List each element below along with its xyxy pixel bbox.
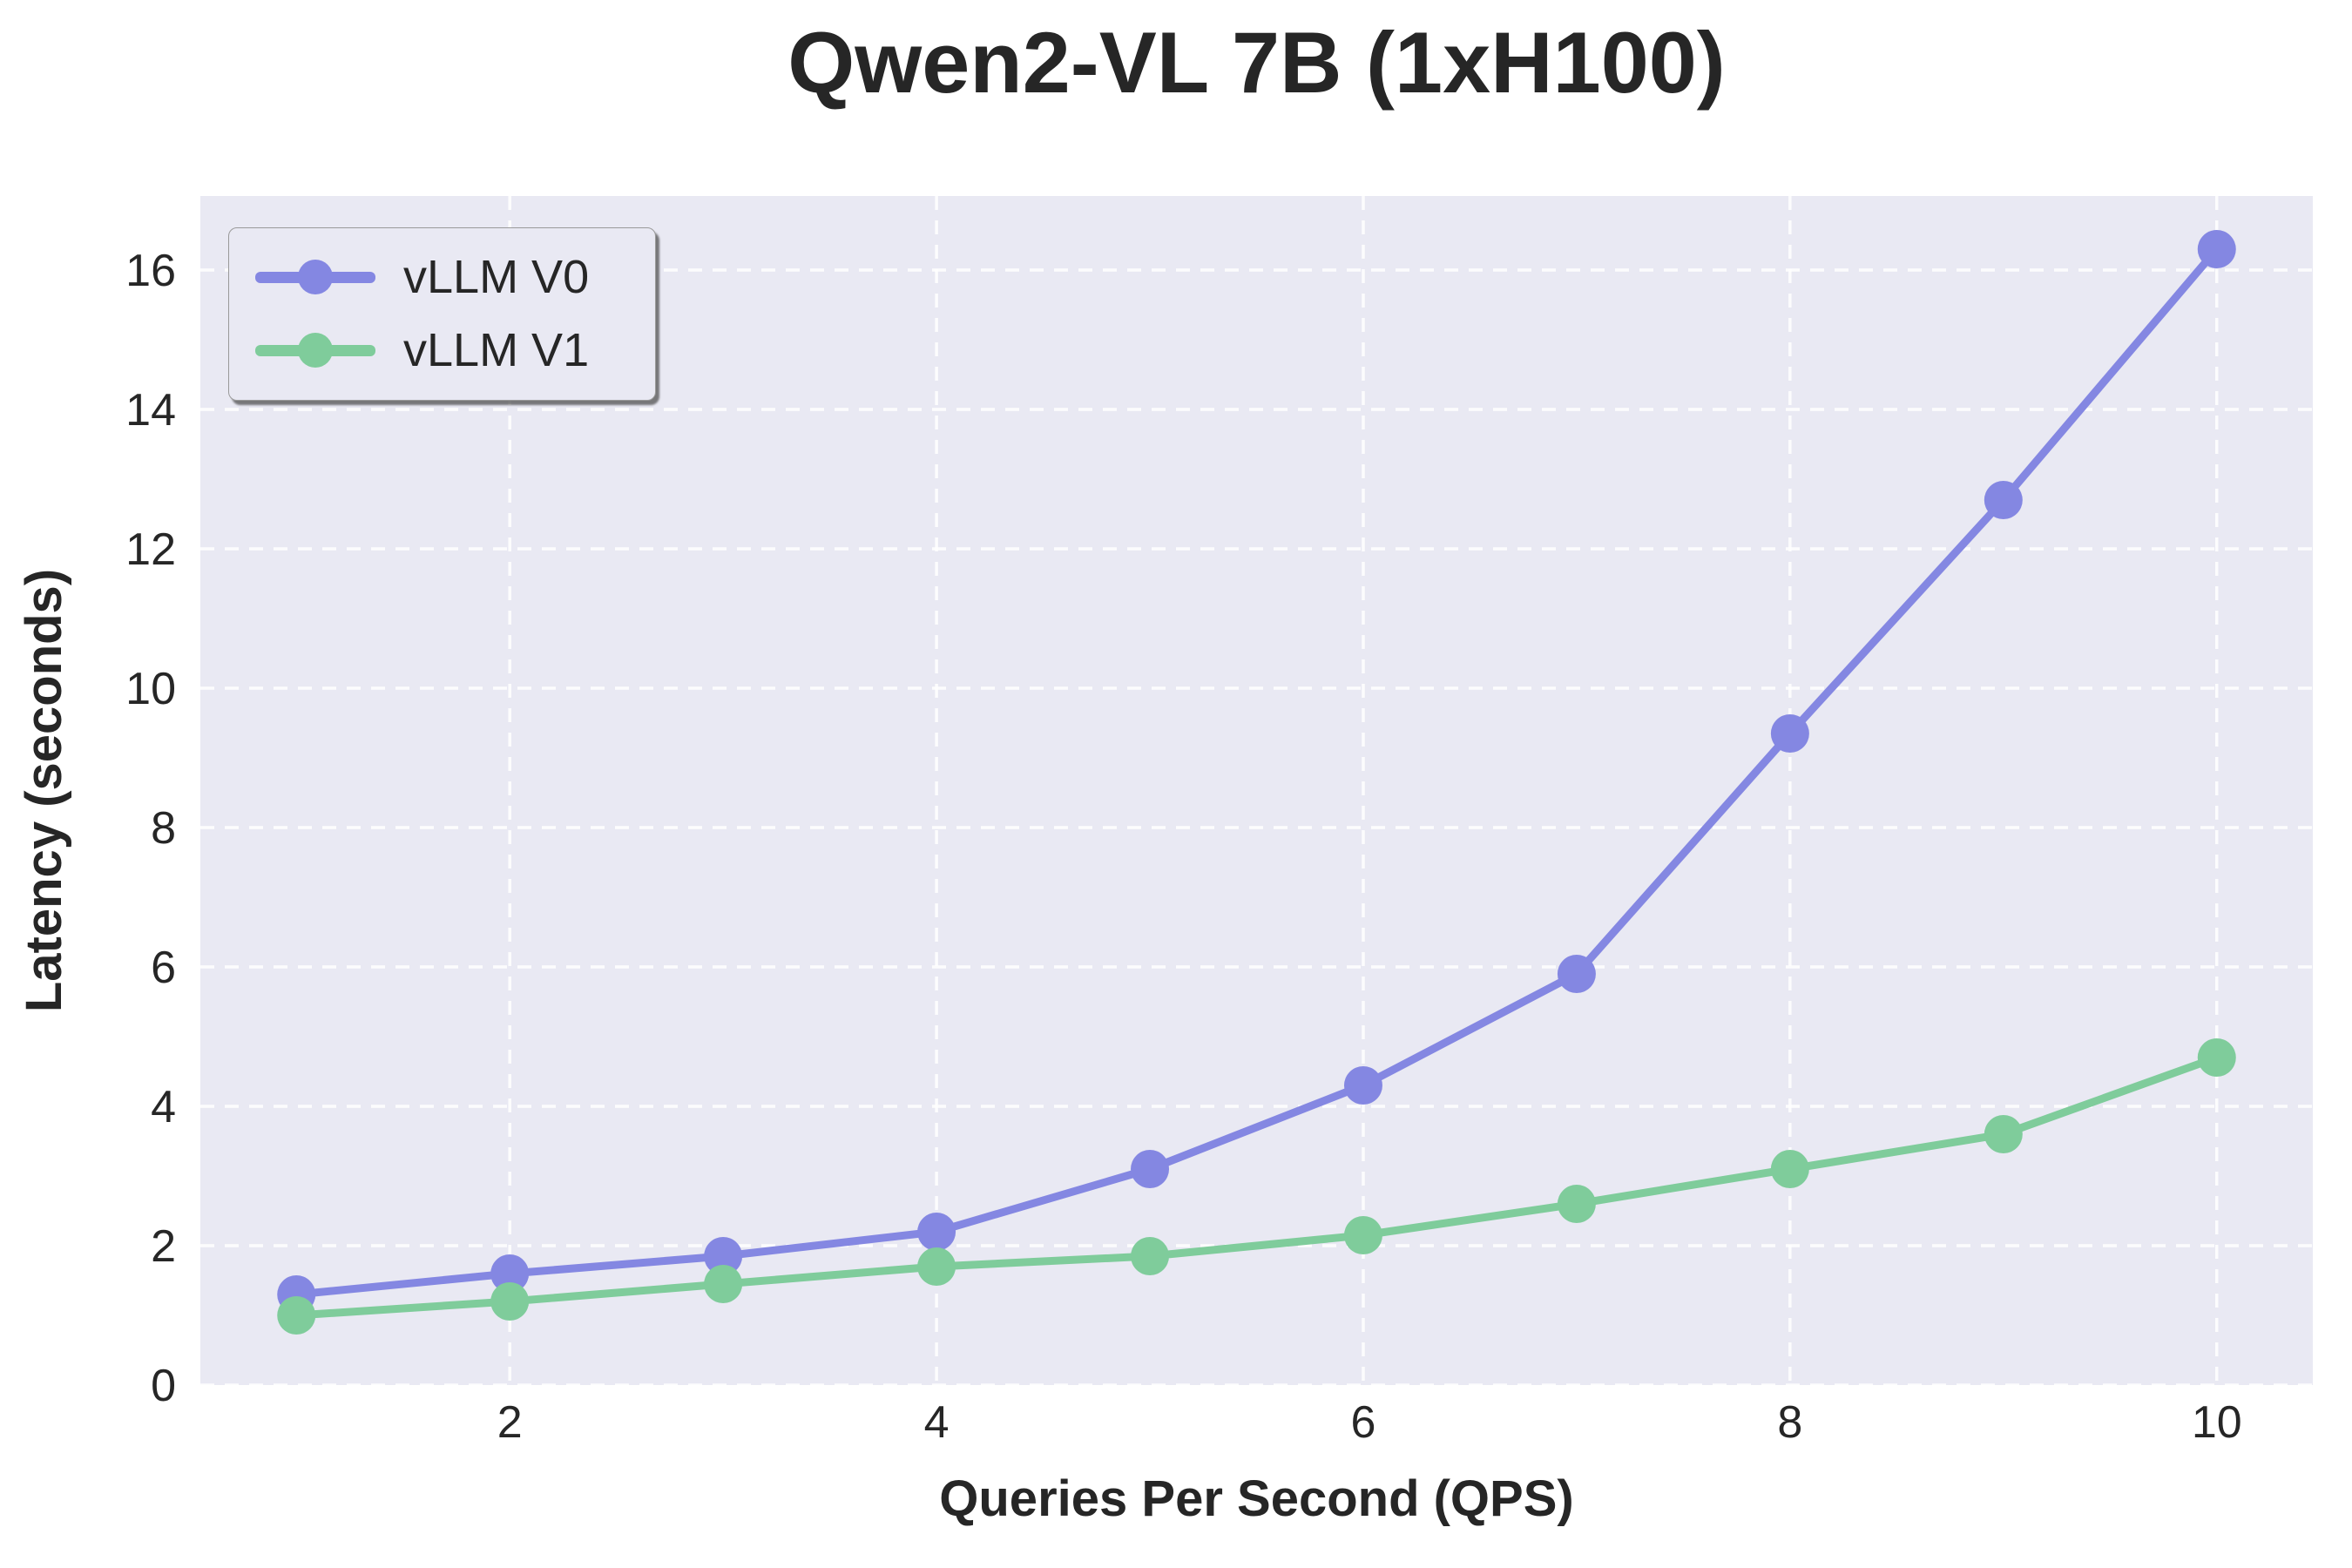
svg-text:12: 12: [125, 524, 176, 575]
svg-text:2: 2: [497, 1397, 523, 1448]
svg-text:4: 4: [151, 1082, 176, 1132]
svg-text:8: 8: [151, 803, 176, 854]
svg-text:4: 4: [924, 1397, 950, 1448]
svg-text:Latency (seconds): Latency (seconds): [16, 569, 72, 1012]
svg-text:6: 6: [1351, 1397, 1376, 1448]
svg-text:14: 14: [125, 385, 176, 436]
svg-text:16: 16: [125, 246, 176, 296]
svg-text:6: 6: [151, 943, 176, 993]
svg-text:10: 10: [2192, 1397, 2242, 1448]
svg-text:0: 0: [151, 1361, 176, 1411]
svg-text:8: 8: [1777, 1397, 1802, 1448]
svg-text:Queries Per Second (QPS): Queries Per Second (QPS): [939, 1470, 1573, 1527]
svg-text:10: 10: [125, 664, 176, 714]
svg-text:2: 2: [151, 1221, 176, 1272]
